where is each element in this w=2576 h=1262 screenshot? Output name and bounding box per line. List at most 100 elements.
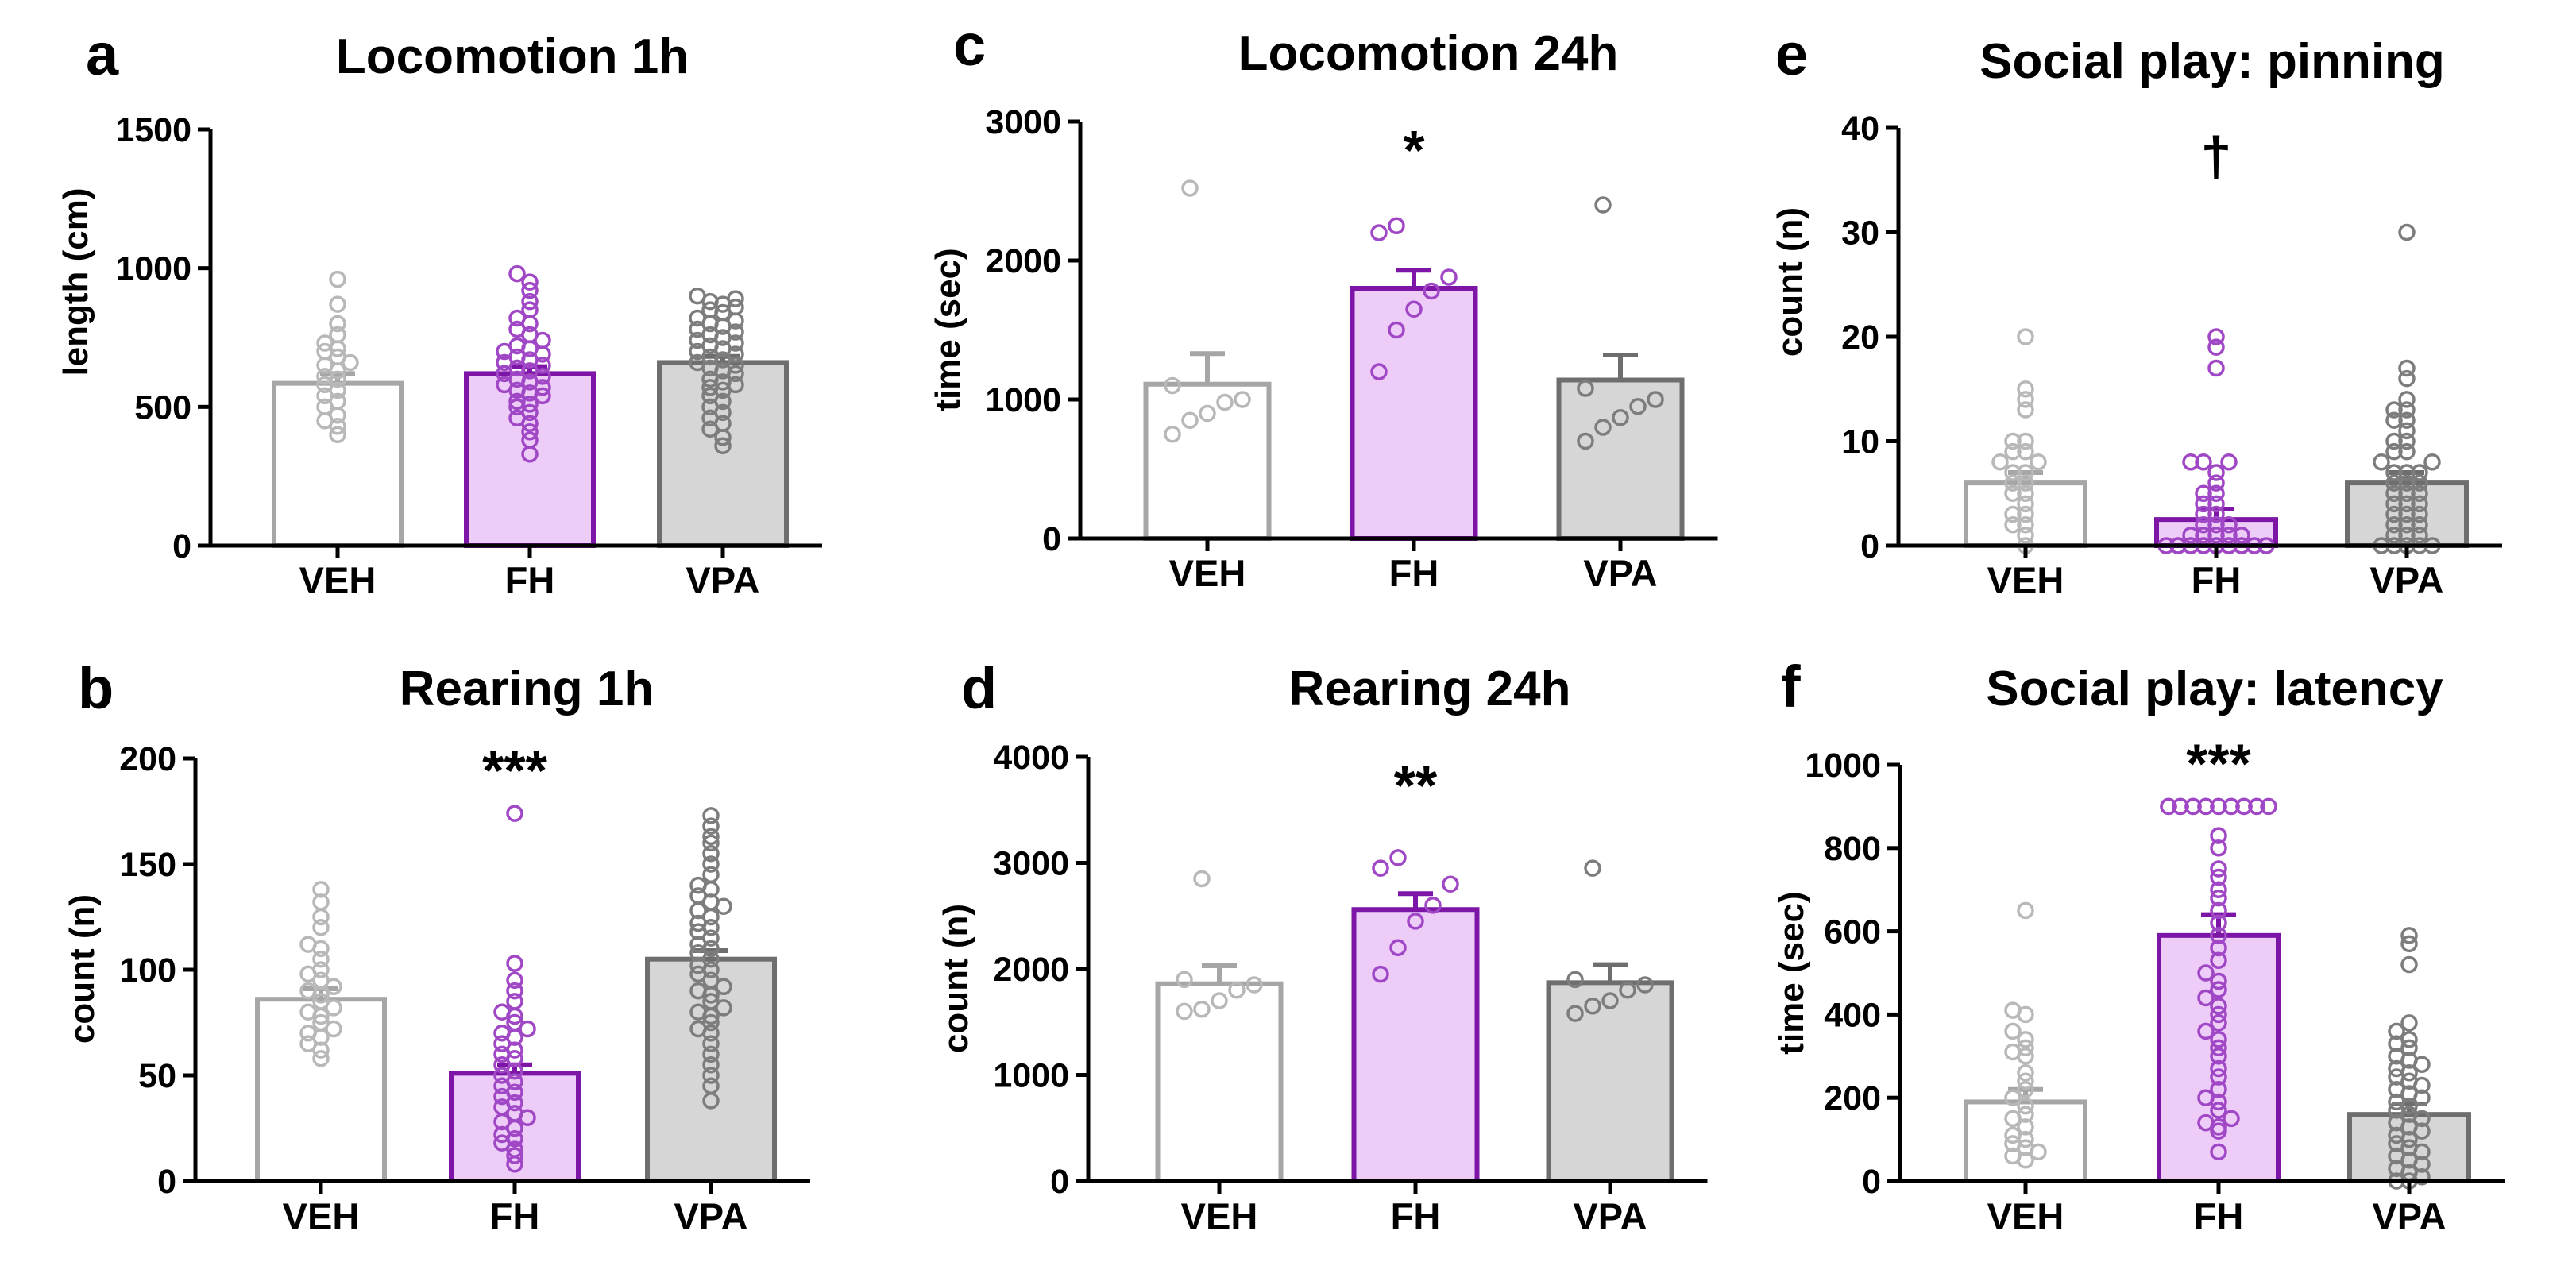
bar-fh — [1351, 907, 1480, 1183]
chart-title: Social play: latency — [1986, 662, 2443, 716]
chart-body-a: VEH FH VPA 0 500 1000 1500 — [115, 111, 822, 601]
data-point-fh — [2195, 484, 2212, 502]
data-point-fh — [2223, 1110, 2240, 1128]
data-point-fh — [2207, 474, 2225, 492]
data-point-vpa — [1636, 976, 1654, 994]
data-point-veh — [1211, 992, 1228, 1009]
panel-e: e Social play: pinning count (n) VEH FH†V… — [1771, 21, 2502, 601]
data-point-vpa — [2373, 453, 2390, 471]
data-point-vpa — [2388, 1080, 2405, 1098]
data-point-vpa — [689, 876, 707, 894]
significance-marker: † — [2201, 125, 2232, 187]
data-point-fh — [2210, 1068, 2227, 1086]
data-point-fh — [2210, 889, 2227, 907]
data-point-veh — [1176, 1002, 1193, 1021]
data-point-veh — [1199, 404, 1216, 423]
data-point-fh — [1370, 224, 1388, 241]
chart-title: Locomotion 24h — [1238, 26, 1619, 81]
data-point-veh — [2004, 1001, 2022, 1019]
data-point-veh — [312, 950, 330, 968]
data-point-veh — [2004, 1022, 2022, 1040]
data-point-veh — [2004, 484, 2022, 502]
data-point-veh — [1193, 1000, 1211, 1018]
data-point-fh — [2207, 515, 2225, 534]
data-point-fh — [2210, 1014, 2227, 1032]
data-point-vpa — [689, 982, 707, 1000]
data-point-vpa — [702, 834, 720, 852]
data-point-fh — [1388, 321, 1405, 339]
data-point-vpa — [2385, 527, 2403, 544]
chart-body-c: VEH FH * VPA 0 1000 2000 3000 — [985, 103, 1718, 594]
data-point-fh — [508, 337, 526, 355]
data-point-veh — [329, 270, 346, 288]
data-point-veh — [299, 1003, 317, 1021]
data-point-vpa — [2385, 411, 2403, 429]
data-point-vpa — [2385, 484, 2403, 502]
y-tick-label: 0 — [172, 527, 191, 565]
panel-label-d: d — [961, 655, 997, 721]
data-point-vpa — [1594, 419, 1612, 436]
y-tick-label: 4000 — [993, 739, 1069, 777]
data-point-vpa — [2400, 1031, 2418, 1048]
data-point-vpa — [1584, 997, 1601, 1015]
bar-fh — [2157, 932, 2281, 1183]
data-point-vpa — [2398, 432, 2416, 450]
data-point-vpa — [2398, 223, 2416, 241]
x-tick-label: VEH — [1181, 1195, 1258, 1237]
data-point-veh — [1228, 981, 1246, 999]
data-point-veh — [1991, 453, 2009, 471]
data-point-vpa — [2398, 484, 2416, 502]
data-point-veh — [2017, 401, 2034, 419]
data-point-veh — [329, 295, 346, 313]
data-point-fh — [2195, 505, 2212, 523]
data-point-vpa — [1647, 391, 1664, 408]
data-point-veh — [2017, 495, 2034, 513]
data-point-vpa — [2398, 411, 2416, 429]
data-point-vpa — [702, 855, 720, 873]
data-point-fh — [2220, 453, 2238, 471]
data-point-veh — [2017, 484, 2034, 502]
data-point-fh — [2207, 505, 2225, 523]
data-point-veh — [1164, 426, 1181, 443]
x-tick-label: VEH — [299, 559, 377, 601]
significance-marker: *** — [482, 739, 547, 801]
chart-title: Rearing 24h — [1289, 662, 1571, 716]
data-point-fh — [2210, 1143, 2227, 1161]
data-point-fh — [1424, 897, 1442, 914]
data-point-vpa — [2411, 505, 2428, 523]
data-point-vpa — [727, 290, 744, 307]
data-point-veh — [299, 982, 317, 1000]
data-point-vpa — [2385, 464, 2403, 481]
panel-label-f: f — [1781, 654, 1801, 720]
data-point-fh — [1370, 363, 1388, 380]
data-point-vpa — [689, 1003, 707, 1021]
y-tick-label: 500 — [134, 388, 191, 426]
data-point-fh — [2210, 797, 2227, 816]
data-point-fh — [2210, 1048, 2227, 1065]
data-point-vpa — [702, 828, 720, 846]
data-point-veh — [312, 1049, 330, 1067]
data-point-vpa — [1619, 981, 1636, 999]
y-tick-label: 1000 — [985, 381, 1061, 419]
data-point-fh — [506, 971, 523, 990]
data-point-veh — [2017, 1097, 2034, 1115]
data-point-fh — [1442, 875, 1459, 893]
data-point-vpa — [1584, 859, 1601, 877]
data-point-fh — [508, 309, 526, 327]
y-tick-label: 10 — [1841, 423, 1879, 461]
y-tick-label: 30 — [1841, 214, 1879, 253]
data-point-veh — [2017, 1064, 2034, 1082]
data-point-veh — [312, 893, 330, 911]
bar-vpa — [645, 956, 777, 1183]
data-point-vpa — [2411, 464, 2428, 481]
data-point-vpa — [1594, 196, 1612, 214]
data-point-fh — [2207, 359, 2225, 377]
x-tick-label: FH — [2192, 559, 2242, 601]
panel-b: b Rearing 1h count (n) VEH FH *** VPA 0 50 100… — [63, 655, 810, 1237]
data-point-fh — [506, 955, 523, 972]
y-tick-label: 2000 — [985, 242, 1061, 280]
data-point-veh — [312, 881, 330, 898]
y-tick-label: 200 — [1824, 1079, 1881, 1117]
panel-label-b: b — [78, 655, 114, 721]
data-point-veh — [2017, 1080, 2034, 1098]
